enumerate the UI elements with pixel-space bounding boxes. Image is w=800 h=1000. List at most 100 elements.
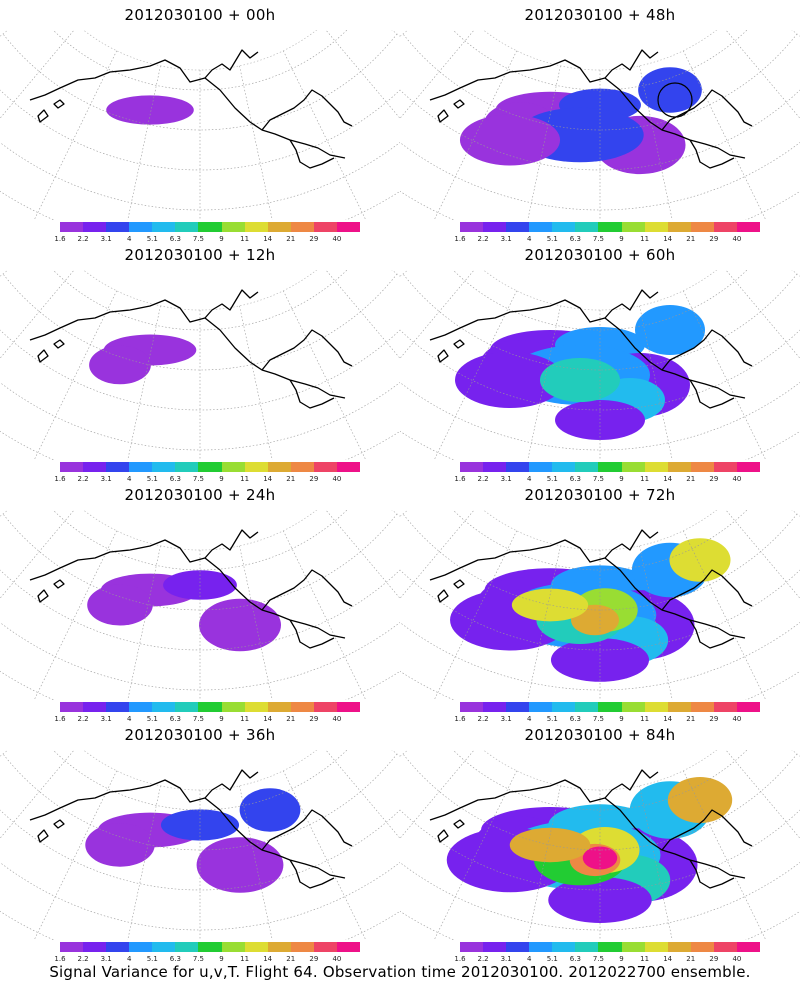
colorbar-swatch <box>129 462 153 472</box>
colorbar-labels: 1.6 2.2 3.1 4 5.1 6.3 7.5 9 11 14 21 29 40 <box>54 235 360 245</box>
panel-title: 2012030100 + 00h <box>124 6 276 24</box>
colorbar-labels: 1.6 2.2 3.1 4 5.1 6.3 7.5 9 11 14 21 29 40 <box>454 475 760 485</box>
colorbar-tick-label: 40 <box>332 475 342 483</box>
colorbar-swatch <box>529 462 553 472</box>
highlight-circle <box>657 82 693 118</box>
colorbar-tick-label: 2.2 <box>477 475 489 483</box>
colorbar-tick-label: 9 <box>219 235 224 243</box>
colorbar-tick-label: 29 <box>309 475 319 483</box>
colorbar-tick-label: 6.3 <box>169 235 181 243</box>
map-panel-p72: 2012030100 + 72h 1.6 2.2 3.1 4 5.1 6.3 7.5 9 11 14… <box>400 480 800 723</box>
colorbar-tick-label: 3.1 <box>500 715 512 723</box>
map-field <box>459 67 702 175</box>
colorbar-tick-label: 4 <box>526 715 532 723</box>
colorbar-swatch <box>529 942 553 952</box>
colorbar-tick-label: 40 <box>732 955 742 963</box>
colorbar-swatch <box>175 702 199 712</box>
colorbar-labels: 1.6 2.2 3.1 4 5.1 6.3 7.5 9 11 14 21 29 40 <box>454 715 760 725</box>
colorbar-swatch <box>644 702 668 712</box>
variance-shading <box>638 67 702 113</box>
colorbar-swatch <box>221 222 245 232</box>
colorbar-swatch <box>667 942 691 952</box>
colorbar-swatch <box>60 462 84 472</box>
colorbar-swatch <box>483 462 507 472</box>
colorbar-swatch <box>129 222 153 232</box>
colorbar-tick-label: 9 <box>619 715 624 723</box>
colorbar-swatch <box>690 462 714 472</box>
colorbar-tick-label: 2.2 <box>77 955 89 963</box>
colorbar-swatch <box>244 702 268 712</box>
colorbar-tick-label: 7.5 <box>192 475 205 483</box>
colorbar-swatch <box>60 702 84 712</box>
variance-shading <box>459 114 561 166</box>
coastlines <box>429 529 753 649</box>
colorbar-swatch <box>575 942 599 952</box>
variance-shading <box>239 788 301 832</box>
colorbar <box>60 462 361 472</box>
colorbar-swatch <box>290 222 314 232</box>
colorbar-swatch <box>667 702 691 712</box>
colorbar-tick-label: 3.1 <box>100 955 112 963</box>
coastlines <box>429 769 753 889</box>
colorbar-swatch <box>313 942 337 952</box>
colorbar-tick-label: 2.2 <box>77 715 89 723</box>
variance-shading <box>667 777 733 823</box>
variance-shading <box>199 598 281 652</box>
colorbar-tick-label: 9 <box>619 955 624 963</box>
colorbar-tick-label: 3.1 <box>500 955 512 963</box>
colorbar-tick-label: 2.2 <box>477 715 489 723</box>
colorbar-swatch <box>221 702 245 712</box>
colorbar-swatch <box>106 462 130 472</box>
variance-shading <box>455 352 565 408</box>
colorbar-swatch <box>336 942 361 952</box>
colorbar-tick-label: 7.5 <box>592 715 605 723</box>
colorbar-tick-label: 7.5 <box>192 235 205 243</box>
colorbar-tick-label: 7.5 <box>192 955 205 963</box>
map-panel-p24: 2012030100 + 24h 1.6 2.2 3.1 4 5.1 6.3 7.5 9 11 14… <box>0 480 400 723</box>
panel-title: 2012030100 + 60h <box>524 246 676 264</box>
colorbar-swatch <box>575 702 599 712</box>
colorbar-tick-label: 9 <box>619 235 624 243</box>
colorbar-tick-label: 4 <box>526 955 532 963</box>
colorbar-swatch <box>221 462 245 472</box>
colorbar-tick-label: 14 <box>663 715 673 723</box>
colorbar-swatch <box>713 702 737 712</box>
colorbar <box>60 222 361 232</box>
colorbar-swatch <box>313 702 337 712</box>
panel-title: 2012030100 + 12h <box>124 246 276 264</box>
colorbar-tick-label: 6.3 <box>569 475 581 483</box>
colorbar-swatch <box>736 222 761 232</box>
colorbar-tick-label: 40 <box>732 235 742 243</box>
colorbar-swatch <box>644 942 668 952</box>
colorbar-labels: 1.6 2.2 3.1 4 5.1 6.3 7.5 9 11 14 21 29 40 <box>54 475 360 485</box>
colorbar-swatch <box>598 942 622 952</box>
colorbar-swatch <box>198 702 222 712</box>
colorbar-swatch <box>267 222 291 232</box>
colorbar-swatch <box>244 222 268 232</box>
colorbar-tick-label: 21 <box>686 715 696 723</box>
colorbar-swatch <box>129 942 153 952</box>
colorbar-swatch <box>198 462 222 472</box>
colorbar-swatch <box>598 462 622 472</box>
colorbar-tick-label: 14 <box>263 235 273 243</box>
colorbar-tick-label: 5.1 <box>146 715 158 723</box>
colorbar-swatch <box>621 222 645 232</box>
colorbar-tick-label: 21 <box>686 235 696 243</box>
map-panel-p00: 2012030100 + 00h 1.6 2.2 3.1 4 5.1 6.3 7.5 9 11 14… <box>0 0 400 243</box>
colorbar-swatch <box>83 942 107 952</box>
map-panel-p60: 2012030100 + 60h 1.6 2.2 3.1 4 5.1 6.3 7.5 9 11 14… <box>400 240 800 483</box>
map-plot <box>400 270 800 460</box>
colorbar-swatch <box>644 462 668 472</box>
colorbar-swatch <box>244 462 268 472</box>
figure-caption: Signal Variance for u,v,T. Flight 64. Ob… <box>49 963 751 981</box>
colorbar-swatch <box>336 462 361 472</box>
colorbar-swatch <box>621 702 645 712</box>
colorbar-tick-label: 40 <box>332 235 342 243</box>
colorbar-swatch <box>529 222 553 232</box>
colorbar-tick-label: 21 <box>286 235 296 243</box>
colorbar-swatch <box>575 222 599 232</box>
map-plot <box>0 30 400 220</box>
colorbar-swatch <box>483 942 507 952</box>
colorbar-swatch <box>736 702 761 712</box>
colorbar <box>460 702 761 712</box>
